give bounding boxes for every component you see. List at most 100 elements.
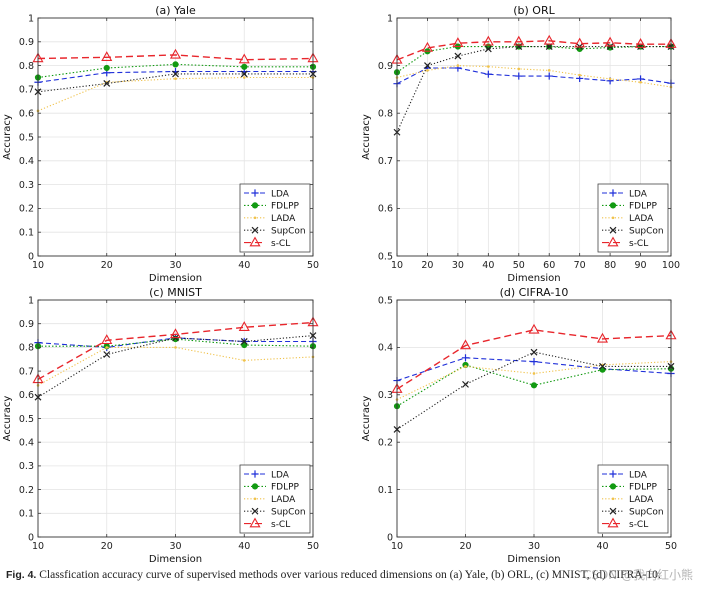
data-point-supcon: [103, 80, 111, 87]
legend-label: LADA: [629, 214, 654, 224]
series-supcon: [34, 70, 317, 96]
data-point-fdlpp: [530, 382, 538, 389]
y-tick-label: 0.7: [378, 156, 393, 167]
legend-marker: [609, 483, 617, 490]
legend-entry-lda: LDA: [244, 189, 290, 199]
data-point-supcon: [462, 380, 469, 388]
y-axis-label: Accuracy: [2, 396, 13, 442]
chart-panel-4: 0 0.1 0.2 0.3 0.4 0.5 10 20 30 40 50 (d) CIFRA-10 Di…: [361, 286, 677, 565]
chart-title: (b) ORL: [513, 4, 555, 17]
y-tick-label: 1: [28, 13, 34, 24]
series-line-s-cl: [396, 40, 671, 61]
data-point-lada: [105, 346, 109, 349]
data-point-lda: [484, 70, 492, 78]
figure-caption: Fig. 4. Classfication accuracy curve of …: [6, 569, 696, 581]
x-axis-label: Dimension: [149, 273, 202, 284]
x-tick-label: 30: [528, 541, 540, 552]
chart-panel-1: 0 0.1 0.2 0.3 0.4 0.5 0.6 0.7 0.8 0.9 1 10 20 30 40 50 (…: [2, 4, 319, 284]
legend-marker: [251, 470, 259, 478]
legend-marker: [609, 507, 617, 515]
legend: LDA FDLPP LADA SupCon s-CL: [597, 183, 669, 253]
data-point-s-cl: [169, 328, 182, 339]
data-point-s-cl: [574, 37, 586, 48]
legend-label: LADA: [271, 495, 296, 505]
x-tick-label: 40: [482, 260, 494, 271]
y-tick-label: 0.4: [378, 343, 393, 354]
y-tick-label: 0.5: [19, 414, 34, 425]
data-point-supcon: [606, 43, 614, 50]
data-point-s-cl: [459, 339, 472, 350]
data-point-lda: [461, 354, 470, 362]
data-point-lada: [426, 69, 429, 72]
y-tick-label: 0.1: [19, 228, 34, 239]
y-tick-label: 0.6: [378, 204, 393, 215]
series-line-lda: [396, 67, 672, 85]
data-point-supcon: [172, 70, 179, 78]
legend-label: SupCon: [629, 227, 664, 237]
legend-marker: [251, 226, 259, 234]
y-tick-label: 0.2: [19, 204, 34, 215]
legend-label: SupCon: [271, 508, 306, 518]
data-point-fdlpp: [241, 63, 248, 70]
x-tick-label: 30: [452, 260, 464, 271]
x-tick-label: 60: [543, 260, 555, 271]
legend-box: [239, 183, 311, 253]
y-tick-label: 0.7: [19, 85, 34, 96]
data-point-supcon: [484, 45, 492, 53]
x-tick-label: 80: [604, 260, 616, 271]
chart-title: (c) MNIST: [149, 286, 202, 299]
y-tick-label: 0.9: [19, 319, 34, 330]
data-point-lda: [530, 358, 538, 366]
y-tick-label: 0.1: [378, 485, 393, 496]
data-point-supcon: [103, 351, 111, 358]
legend-entry-fdlpp: FDLPP: [244, 483, 300, 493]
x-tick-label: 50: [307, 260, 319, 271]
y-tick-label: 0.2: [378, 438, 393, 449]
axes-box: [396, 17, 672, 257]
data-point-s-cl: [238, 53, 250, 64]
legend-label: LADA: [271, 214, 296, 224]
data-point-lada: [174, 77, 177, 80]
x-tick-label: 20: [101, 541, 113, 552]
x-tick-label: 30: [169, 541, 181, 552]
y-axis-label: Accuracy: [361, 114, 372, 160]
x-tick-label: 20: [459, 541, 471, 552]
series-fdlpp: [34, 61, 317, 81]
x-axis-label: Dimension: [507, 273, 560, 284]
legend: LDA FDLPP LADA SupCon s-CL: [597, 464, 669, 534]
x-tick-label: 50: [513, 260, 525, 271]
legend-marker: [251, 189, 259, 197]
series-line-s-cl: [37, 321, 314, 381]
y-tick-label: 0.1: [19, 509, 34, 520]
legend-entry-s-cl: s-CL: [602, 236, 648, 249]
y-tick-label: 0: [28, 532, 34, 543]
caption-label: Fig. 4.: [6, 569, 37, 581]
legend-entry-lda: LDA: [602, 189, 648, 199]
x-tick-label: 10: [391, 260, 403, 271]
y-tick-label: 1: [387, 13, 393, 24]
legend-label: LDA: [271, 189, 290, 199]
data-point-lada: [174, 346, 177, 349]
legend-label: FDLPP: [271, 483, 300, 493]
legend-marker: [251, 202, 259, 209]
chart-title: (d) CIFRA-10: [500, 286, 569, 299]
legend-marker: [251, 483, 259, 490]
y-tick-label: 0: [387, 532, 393, 543]
data-point-s-cl: [421, 41, 433, 52]
y-tick-label: 0.7: [19, 366, 34, 377]
data-point-lada: [487, 65, 490, 68]
legend-label: LDA: [629, 189, 648, 199]
x-tick-label: 10: [391, 541, 403, 552]
y-tick-label: 0.6: [19, 109, 34, 120]
x-tick-label: 90: [635, 260, 647, 271]
legend-label: FDLPP: [629, 483, 658, 493]
legend-marker: [607, 517, 619, 528]
series-line-fdlpp: [396, 46, 671, 73]
legend-marker: [611, 216, 615, 220]
data-point-s-cl: [604, 36, 616, 47]
legend-entry-s-cl: s-CL: [602, 517, 648, 530]
watermark: CSDN @我向红小熊: [582, 568, 693, 582]
legend-entry-lada: LADA: [602, 495, 654, 505]
data-point-s-cl: [596, 332, 609, 343]
